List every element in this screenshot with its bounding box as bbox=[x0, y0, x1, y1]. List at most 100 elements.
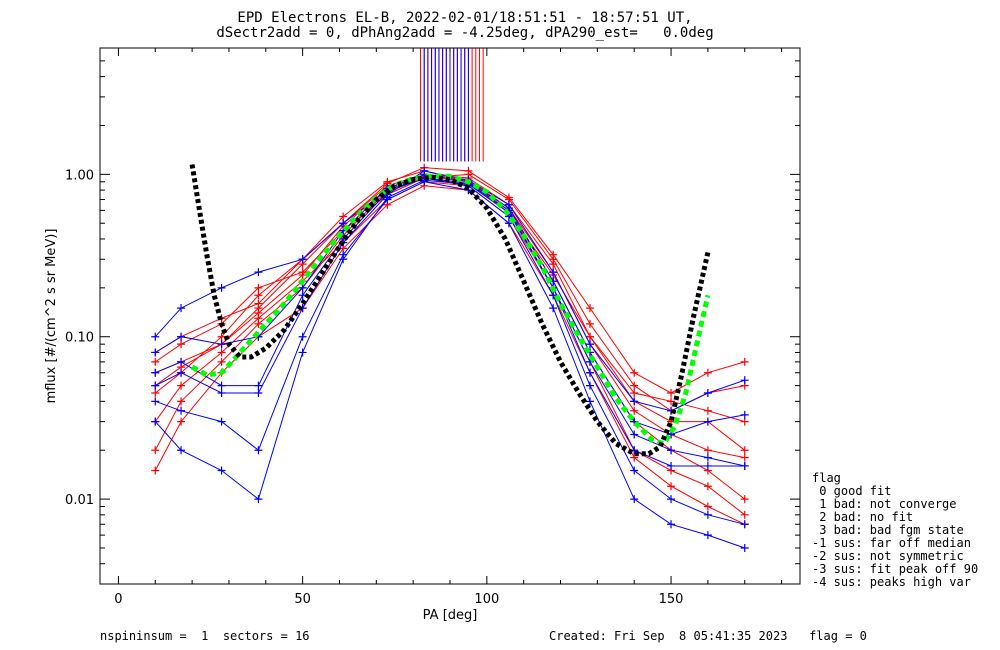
blue-data-point bbox=[740, 376, 749, 385]
blue-data-point bbox=[630, 430, 639, 439]
blue-data-point bbox=[703, 510, 712, 519]
blue-series bbox=[151, 176, 749, 504]
red-data-point bbox=[217, 357, 226, 366]
blue-data-point bbox=[549, 304, 558, 313]
red-data-point bbox=[740, 357, 749, 366]
blue-data-point bbox=[586, 340, 594, 349]
legend-item: 3 bad: bad fgm state bbox=[812, 523, 964, 537]
blue-data-point bbox=[667, 495, 676, 504]
red-series-line bbox=[154, 175, 745, 459]
red-series bbox=[151, 170, 749, 455]
blue-data-point bbox=[254, 446, 263, 455]
legend-item: 1 bad: not converge bbox=[812, 497, 957, 511]
red-series bbox=[151, 171, 749, 462]
blue-series-line bbox=[155, 173, 745, 436]
blue-data-point bbox=[298, 348, 307, 357]
blue-data-point bbox=[151, 381, 160, 390]
blue-data-point bbox=[254, 389, 263, 398]
blue-data-point bbox=[504, 200, 513, 209]
red-data-point bbox=[703, 502, 712, 511]
red-data-point bbox=[703, 406, 712, 415]
red-data-point bbox=[586, 332, 594, 341]
blue-data-point bbox=[703, 461, 712, 470]
blue-data-point bbox=[630, 466, 639, 475]
chart-title-line2: dSectr2add = 0, dPhAng2add = -4.25deg, d… bbox=[216, 25, 714, 41]
blue-data-point bbox=[177, 304, 186, 313]
legend-item: 2 bad: no fit bbox=[812, 510, 914, 524]
red-data-point bbox=[703, 368, 712, 377]
blue-data-point bbox=[298, 255, 307, 264]
blue-data-point bbox=[667, 461, 676, 470]
legend-item: 0 good fit bbox=[812, 484, 892, 498]
red-series bbox=[151, 172, 749, 426]
blue-data-point bbox=[740, 410, 749, 419]
blue-data-point bbox=[177, 357, 186, 366]
blue-data-point bbox=[586, 397, 594, 406]
blue-data-point bbox=[339, 255, 348, 264]
red-data-point bbox=[630, 406, 639, 415]
blue-data-point bbox=[586, 368, 594, 377]
green-fit-curve bbox=[190, 173, 711, 447]
blue-series bbox=[151, 177, 749, 552]
legend-item: -1 sus: far off median bbox=[812, 536, 971, 550]
blue-data-point bbox=[217, 340, 226, 349]
blue-data-point bbox=[217, 381, 226, 390]
blue-data-point bbox=[703, 531, 712, 540]
red-data-point bbox=[177, 397, 186, 406]
red-data-point bbox=[549, 250, 558, 259]
red-data-point bbox=[703, 482, 712, 491]
blue-series-line bbox=[155, 181, 745, 549]
blue-data-point bbox=[177, 446, 186, 455]
red-data-point bbox=[630, 368, 639, 377]
blue-data-point bbox=[298, 332, 307, 341]
blue-data-point bbox=[630, 495, 639, 504]
legend-title: flag bbox=[812, 471, 841, 485]
blue-data-point bbox=[254, 495, 263, 504]
red-data-point bbox=[667, 389, 676, 398]
red-series-line bbox=[154, 181, 746, 516]
red-series bbox=[151, 170, 749, 415]
blue-series bbox=[151, 166, 749, 415]
legend-item: -4 sus: peaks high var bbox=[812, 575, 971, 589]
red-data-point bbox=[339, 212, 348, 221]
y-axis-label: mflux [#/(cm^2 s sr MeV)] bbox=[44, 229, 59, 404]
red-data-point bbox=[217, 348, 226, 357]
blue-data-point bbox=[217, 283, 226, 292]
blue-data-point bbox=[740, 461, 749, 470]
red-data-point bbox=[630, 389, 639, 398]
red-data-point bbox=[630, 381, 639, 390]
blue-data-point bbox=[549, 291, 558, 300]
red-data-point bbox=[177, 417, 186, 426]
red-data-point bbox=[254, 283, 263, 292]
red-data-point bbox=[630, 453, 639, 462]
red-data-point bbox=[254, 291, 263, 300]
blue-data-point bbox=[177, 332, 186, 341]
blue-data-point bbox=[667, 446, 676, 455]
red-data-point bbox=[504, 193, 513, 202]
blue-data-point bbox=[703, 417, 712, 426]
red-series-line bbox=[155, 167, 745, 394]
red-data-point bbox=[151, 446, 160, 455]
red-data-point bbox=[740, 453, 749, 462]
blue-series bbox=[151, 173, 749, 470]
red-data-point bbox=[151, 389, 160, 398]
red-data-point bbox=[667, 482, 676, 491]
red-data-point bbox=[151, 466, 160, 475]
red-series bbox=[151, 163, 749, 398]
blue-data-point bbox=[217, 417, 226, 426]
x-tick-label: 0 bbox=[114, 592, 122, 607]
x-tick-label: 150 bbox=[659, 592, 684, 607]
blue-data-point bbox=[254, 381, 263, 390]
fit-layer bbox=[189, 164, 711, 457]
blue-data-point bbox=[420, 166, 429, 175]
blue-data-point bbox=[740, 520, 749, 529]
blue-data-point bbox=[703, 389, 712, 398]
blue-data-point bbox=[586, 381, 594, 390]
blue-data-point bbox=[383, 193, 392, 202]
red-data-point bbox=[177, 381, 186, 390]
blue-data-point bbox=[217, 389, 226, 398]
blue-data-point bbox=[151, 348, 160, 357]
red-series-line bbox=[155, 173, 745, 412]
blue-data-point bbox=[177, 368, 186, 377]
red-data-point bbox=[254, 299, 263, 308]
